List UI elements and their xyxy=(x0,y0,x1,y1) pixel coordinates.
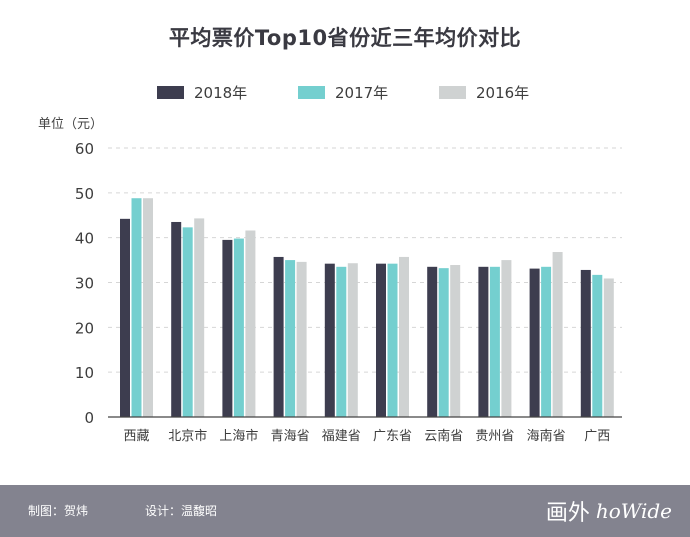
legend-item-2017: 2017年 xyxy=(298,82,388,103)
x-tick-label-广西: 广西 xyxy=(584,429,610,444)
x-tick-label-贵州省: 贵州省 xyxy=(475,429,514,444)
y-tick-label-0: 0 xyxy=(84,409,94,427)
bar-2017年-广西 xyxy=(592,274,603,417)
bar-2018年-福建省 xyxy=(324,263,335,417)
x-tick-label-海南省: 海南省 xyxy=(527,428,566,444)
legend-item-2016: 2016年 xyxy=(439,82,529,103)
x-tick-label-广东省: 广东省 xyxy=(373,429,412,444)
bar-2017年-西藏 xyxy=(131,198,142,417)
y-tick-label-30: 30 xyxy=(75,275,94,293)
bar-2017年-云南省 xyxy=(438,268,449,417)
bar-2016年-福建省 xyxy=(347,263,358,417)
bar-2016年-上海市 xyxy=(245,230,256,417)
legend-swatch-2017 xyxy=(298,86,325,99)
bar-2016年-海南省 xyxy=(552,252,563,417)
legend-label-2016: 2016年 xyxy=(476,84,530,102)
x-tick-label-云南省: 云南省 xyxy=(424,428,463,444)
bar-2017年-广东省 xyxy=(387,263,398,417)
y-tick-label-60: 60 xyxy=(75,140,94,158)
legend-swatch-2016 xyxy=(439,86,466,99)
x-tick-label-福建省: 福建省 xyxy=(322,429,361,444)
y-tick-label-20: 20 xyxy=(75,319,94,337)
footer: 制图：贺炜 设计：温馥昭 画外 hoWide xyxy=(0,485,690,537)
bar-2018年-广西 xyxy=(580,269,591,417)
bar-2016年-西藏 xyxy=(143,198,153,417)
x-tick-label-上海市: 上海市 xyxy=(219,428,258,444)
bar-2016年-青海省 xyxy=(296,261,307,417)
bar-2016年-广东省 xyxy=(399,256,409,417)
x-tick-label-青海省: 青海省 xyxy=(271,429,310,444)
bar-2018年-海南省 xyxy=(529,268,540,417)
bar-2017年-海南省 xyxy=(541,266,552,417)
logo-chinese-text: 画外 xyxy=(545,501,590,526)
bar-2016年-北京市 xyxy=(194,218,205,417)
bar-2017年-福建省 xyxy=(336,266,347,417)
y-tick-label-10: 10 xyxy=(75,364,94,382)
bar-2018年-青海省 xyxy=(273,256,284,417)
bar-2018年-贵州省 xyxy=(478,266,489,417)
y-tick-label-50: 50 xyxy=(75,185,94,203)
x-tick-label-西藏: 西藏 xyxy=(123,429,149,444)
legend-label-2017: 2017年 xyxy=(335,84,389,102)
bar-2016年-广西 xyxy=(603,278,614,417)
bar-2017年-贵州省 xyxy=(489,266,500,417)
legend-item-2018: 2018年 xyxy=(157,82,247,103)
bar-2016年-云南省 xyxy=(450,265,461,417)
bar-2018年-云南省 xyxy=(427,266,438,417)
bar-2017年-北京市 xyxy=(182,227,193,417)
legend-swatch-2018 xyxy=(157,86,184,99)
bar-2016年-贵州省 xyxy=(501,260,512,417)
producer-credit: 制图：贺炜 xyxy=(28,504,89,518)
bar-2017年-青海省 xyxy=(285,260,296,417)
y-axis-unit-label: 单位（元） xyxy=(38,117,104,132)
howide-logo: 画外 hoWide xyxy=(546,495,672,527)
legend: 2018年 2017年 2016年 xyxy=(0,82,690,102)
designer-credit: 设计：温馥昭 xyxy=(145,504,218,518)
logo-english-text: hoWide xyxy=(595,499,672,523)
bar-2018年-北京市 xyxy=(171,221,182,417)
bar-2018年-广东省 xyxy=(376,263,386,417)
bar-2018年-西藏 xyxy=(120,218,130,417)
y-tick-label-40: 40 xyxy=(75,230,94,248)
bar-chart: 0 10 20 30 40 50 60 西藏 北京市 上海市 青海省 福建省 广东省 云南省 贵州省 海南省 广… xyxy=(75,140,622,444)
x-tick-label-北京市: 北京市 xyxy=(168,428,207,444)
bar-2017年-上海市 xyxy=(233,238,244,417)
bar-2018年-上海市 xyxy=(222,239,233,417)
chart-title: 平均票价Top10省份近三年均价对比 xyxy=(168,26,522,50)
legend-label-2018: 2018年 xyxy=(194,84,248,102)
